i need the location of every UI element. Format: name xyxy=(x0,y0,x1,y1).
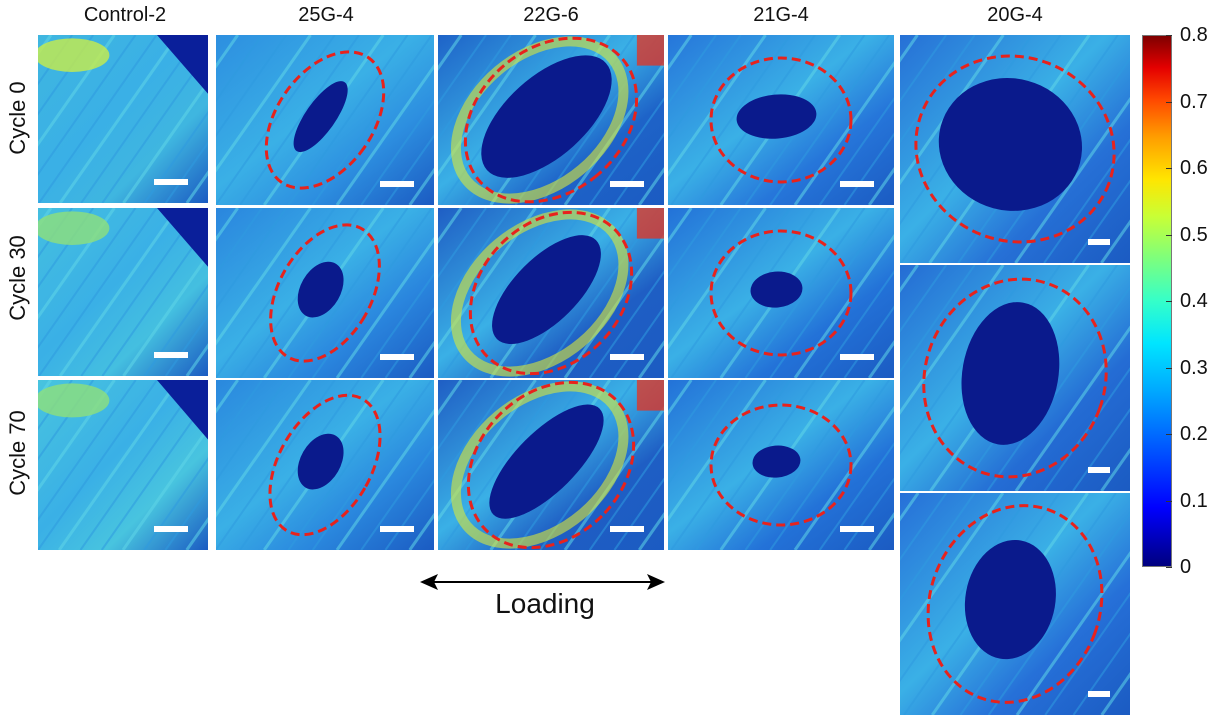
colorbar-tick-mark xyxy=(1166,35,1172,36)
colorbar-tick-label: 0 xyxy=(1180,556,1192,578)
defect-outline-ellipse xyxy=(709,403,853,527)
scale-bar xyxy=(840,526,874,532)
double-arrow-icon xyxy=(420,574,665,590)
strain-map-22g-6-cycle-30 xyxy=(438,208,664,378)
scale-bar xyxy=(840,181,874,187)
row-label-cycle-70: Cycle 70 xyxy=(5,410,30,496)
strain-map-20g-4-cycle-0 xyxy=(900,35,1130,263)
defect-outline-ellipse xyxy=(914,54,1116,244)
column-label-25g-4: 25G-4 xyxy=(298,4,354,26)
scale-bar xyxy=(1088,467,1110,473)
scale-bar xyxy=(154,526,188,532)
row-label-cycle-30: Cycle 30 xyxy=(5,235,30,321)
column-label-22g-6: 22G-6 xyxy=(523,4,579,26)
scale-bar xyxy=(1088,691,1110,697)
defect-outline-ellipse xyxy=(709,56,853,184)
scale-bar xyxy=(380,526,414,532)
colorbar-tick-mark xyxy=(1166,567,1172,568)
strain-map-control-2-cycle-30 xyxy=(38,208,208,376)
colorbar-tick-mark xyxy=(1166,234,1172,236)
column-label-20g-4: 20G-4 xyxy=(987,4,1043,26)
scale-bar xyxy=(1088,239,1110,245)
colorbar-tick-mark xyxy=(1166,434,1172,435)
strain-map-20g-4-cycle-30 xyxy=(900,265,1130,491)
colorbar-tick-label: 0.2 xyxy=(1180,423,1208,445)
colorbar-tick-label: 0.8 xyxy=(1180,24,1208,46)
strain-map-21g-4-cycle-30 xyxy=(668,208,894,378)
column-label-control-2: Control-2 xyxy=(83,4,167,26)
strain-map-25g-4-cycle-70 xyxy=(216,380,434,550)
colorbar-tick-mark xyxy=(1166,301,1172,302)
scale-bar xyxy=(840,354,874,360)
defect-outline-ellipse xyxy=(268,393,382,537)
colorbar-tick-mark xyxy=(1166,101,1172,103)
loading-label: Loading xyxy=(495,588,595,619)
strain-map-22g-6-cycle-0 xyxy=(438,35,664,205)
row-label-cycle-0: Cycle 0 xyxy=(5,81,30,155)
colorbar-tick-mark xyxy=(1166,168,1172,169)
defect-outline-ellipse xyxy=(269,223,381,363)
colorbar-tick-mark xyxy=(1166,500,1172,502)
colorbar-tick-label: 0.7 xyxy=(1180,90,1208,113)
strain-map-21g-4-cycle-70 xyxy=(668,380,894,550)
strain-map-control-2-cycle-0 xyxy=(38,35,208,203)
scale-bar xyxy=(610,526,644,532)
column-label-21g-4: 21G-4 xyxy=(753,4,809,26)
strain-map-25g-4-cycle-0 xyxy=(216,35,434,205)
colorbar-tick-mark xyxy=(1166,367,1172,369)
strain-map-20g-4-cycle-70 xyxy=(900,493,1130,715)
defect-outline-ellipse xyxy=(264,50,386,190)
defect-outline-ellipse xyxy=(463,36,639,204)
defect-outline-ellipse xyxy=(709,229,853,357)
defect-outline-ellipse xyxy=(922,277,1108,479)
scale-bar xyxy=(380,354,414,360)
strain-map-25g-4-cycle-30 xyxy=(216,208,434,378)
colorbar-tick-label: 0.4 xyxy=(1180,290,1208,312)
defect-outline-ellipse xyxy=(466,380,636,550)
strain-map-21g-4-cycle-0 xyxy=(668,35,894,205)
scale-bar xyxy=(154,179,188,185)
strain-map-control-2-cycle-70 xyxy=(38,380,208,550)
colorbar-tick-label: 0.1 xyxy=(1180,489,1208,512)
colorbar-tick-label: 0.3 xyxy=(1180,356,1208,379)
scale-bar xyxy=(610,354,644,360)
scale-bar xyxy=(154,352,188,358)
defect-outline-ellipse xyxy=(926,504,1104,704)
strain-map-22g-6-cycle-70 xyxy=(438,380,664,550)
colorbar-tick-label: 0.6 xyxy=(1180,157,1208,179)
scale-bar xyxy=(610,181,644,187)
colorbar-tick-label: 0.5 xyxy=(1180,223,1208,246)
scale-bar xyxy=(380,181,414,187)
